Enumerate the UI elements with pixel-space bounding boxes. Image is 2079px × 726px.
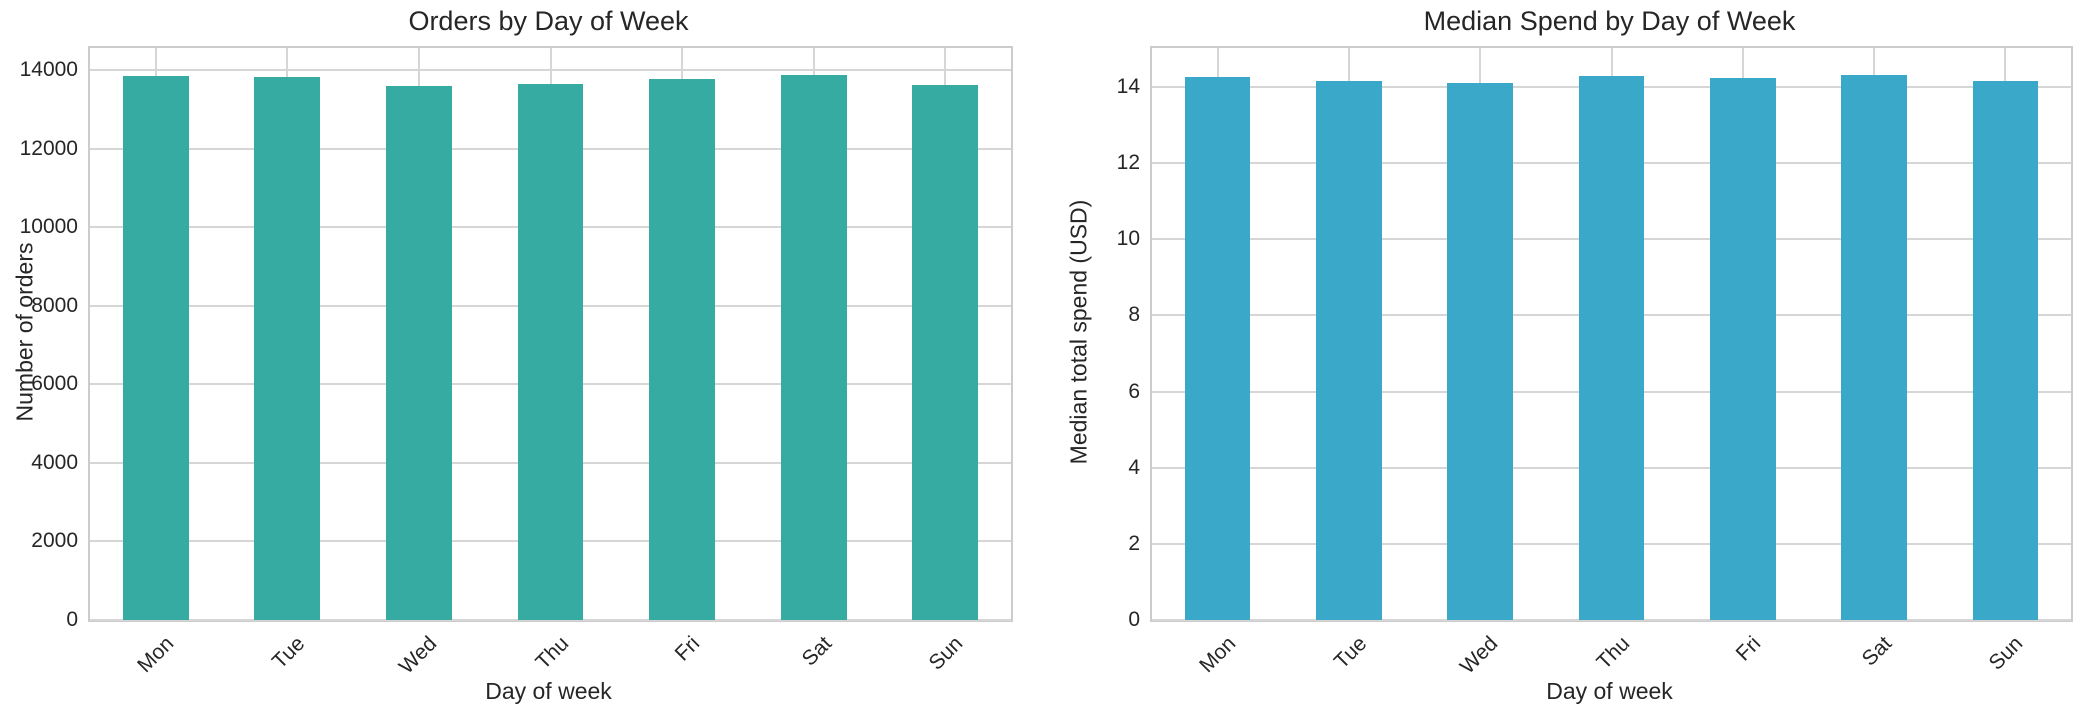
x-tick-label: Fri (670, 632, 705, 666)
bar-tue (254, 76, 321, 620)
chart-title: Orders by Day of Week (408, 6, 689, 36)
x-tick-label: Wed (394, 632, 442, 679)
plot-area: 0 2000 4000 6000 8000 10000 12000 14000 Mon Tue We… (20, 46, 1013, 679)
x-tick-label: Mon (1194, 632, 1240, 678)
y-tick-label: 2000 (31, 529, 78, 553)
bar-sun (912, 84, 979, 620)
x-tick-label: Sun (924, 632, 968, 675)
y-tick-label: 8 (1128, 303, 1140, 327)
y-tick-label: 0 (66, 608, 78, 631)
x-tick-label: Sat (797, 632, 836, 671)
y-gridline (90, 619, 1011, 621)
x-axis-label: Day of week (485, 678, 612, 704)
bar-wed (386, 85, 452, 620)
y-tick-label: 0 (1128, 608, 1140, 631)
x-tick-label: Thu (530, 632, 573, 674)
bar-tue (1316, 80, 1382, 620)
x-tick-label: Tue (1329, 632, 1372, 674)
orders-by-day-chart: Orders by Day of Week Number of orders 0… (0, 0, 1039, 726)
chart-title: Median Spend by Day of Week (1423, 6, 1796, 36)
bar-thu (1578, 76, 1645, 620)
y-tick-label: 6 (1128, 379, 1140, 403)
y-tick-label: 2 (1128, 531, 1140, 555)
x-tick-label: Sat (1857, 632, 1897, 671)
y-tick-label: 8000 (31, 293, 78, 317)
bar-mon (1184, 77, 1251, 620)
bar-wed (1447, 83, 1514, 620)
x-tick-label: Fri (1731, 632, 1766, 666)
y-tick-label: 14000 (19, 58, 78, 82)
y-gridline (1152, 619, 2071, 621)
x-tick-label: Thu (1591, 632, 1634, 674)
y-tick-label: 10 (1116, 227, 1140, 251)
bar-sat (780, 74, 847, 620)
y-tick-label: 12 (1116, 151, 1140, 174)
y-tick-label: 6000 (31, 372, 78, 396)
plot-area: 0 2 4 6 8 10 12 14 Mon Tue Wed Thu Fri Sat Sun (1117, 46, 2073, 679)
y-tick-label: 4000 (31, 450, 78, 474)
y-tick-label: 14 (1116, 74, 1140, 98)
bar-sat (1841, 75, 1907, 620)
bar-sun (1972, 81, 2039, 620)
bar-fri (649, 79, 715, 620)
x-tick-label: Tue (268, 632, 310, 674)
x-tick-label: Sun (1984, 632, 2028, 675)
x-axis-label: Day of week (1546, 678, 1673, 704)
y-tick-label: 12000 (19, 136, 78, 160)
x-tick-label: Wed (1455, 632, 1503, 679)
bar-fri (1709, 78, 1776, 620)
y-tick-label: 4 (1128, 455, 1140, 479)
median-spend-by-day-chart: Median Spend by Day of Week Median total… (1039, 0, 2079, 726)
y-tick-label: 10000 (19, 215, 78, 239)
bar-thu (517, 84, 584, 620)
x-tick-label: Mon (132, 632, 179, 678)
bar-mon (122, 76, 189, 620)
